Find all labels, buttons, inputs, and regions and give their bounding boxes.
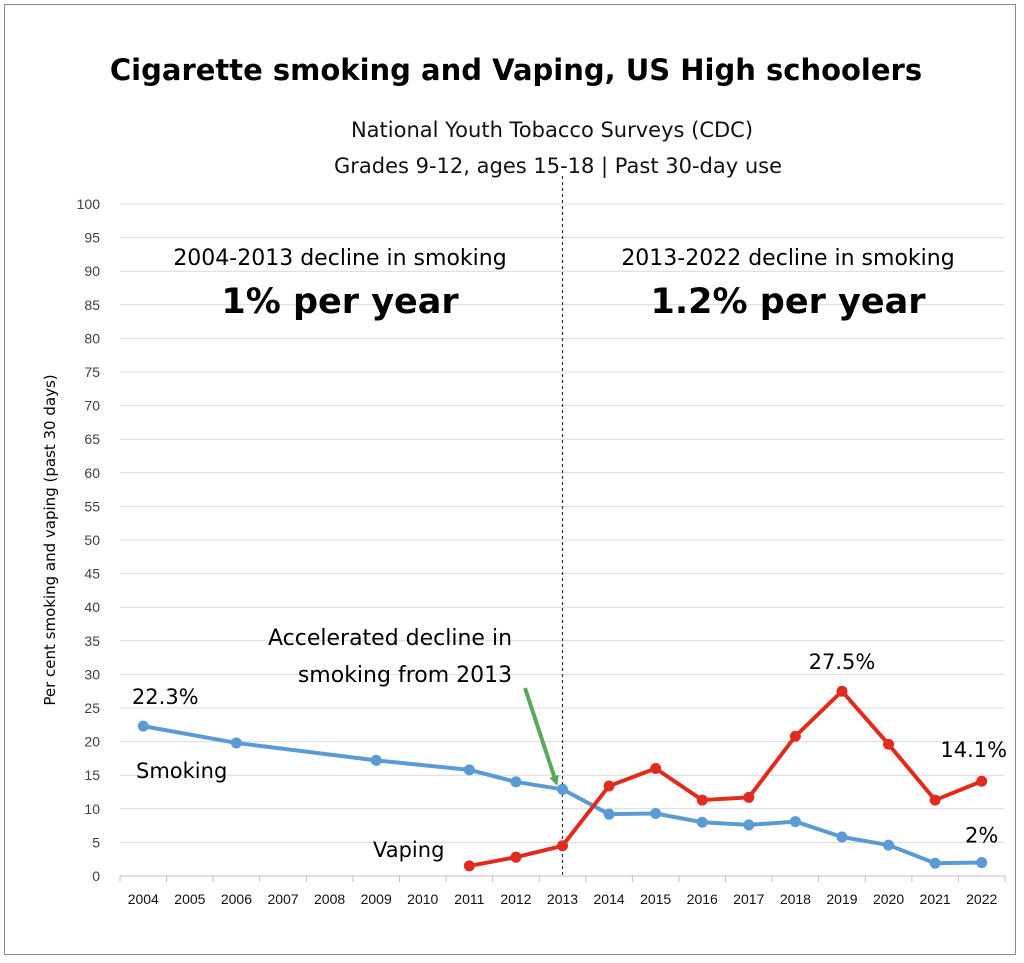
x-tick-label: 2022 xyxy=(966,891,997,907)
data-point-smoking xyxy=(743,819,755,831)
x-tick-label: 2011 xyxy=(454,891,484,907)
data-point-vaping xyxy=(650,762,662,774)
data-point-vaping xyxy=(976,775,988,787)
data-label: 27.5% xyxy=(809,650,876,674)
y-tick-label: 75 xyxy=(84,364,100,380)
data-point-vaping xyxy=(463,860,475,872)
data-label: 2% xyxy=(965,824,998,848)
x-tick-label: 2004 xyxy=(128,891,159,907)
x-tick-label: 2006 xyxy=(221,891,252,907)
data-point-vaping xyxy=(557,840,568,852)
chart-subtitle-line-1: National Youth Tobacco Surveys (CDC) xyxy=(351,118,753,142)
data-point-smoking xyxy=(230,737,242,749)
y-tick-label: 60 xyxy=(84,465,100,481)
series-layer xyxy=(137,685,988,872)
chart-frame xyxy=(4,4,1016,955)
data-point-smoking xyxy=(510,776,522,788)
data-point-vaping xyxy=(510,851,522,863)
series-line-vaping xyxy=(468,689,983,868)
x-tick-label: 2012 xyxy=(500,891,531,907)
data-point-smoking xyxy=(137,720,149,732)
data-point-smoking xyxy=(696,816,708,828)
x-tick-label: 2021 xyxy=(920,891,951,907)
y-tick-label: 70 xyxy=(84,398,100,414)
data-point-smoking xyxy=(836,831,848,843)
y-tick-label: 50 xyxy=(84,532,100,548)
x-tick-label: 2007 xyxy=(267,891,298,907)
y-tick-label: 45 xyxy=(84,566,100,582)
data-point-smoking xyxy=(789,816,801,828)
data-labels-layer: Smoking Vaping 22.3% 27.5% 14.1% 2% xyxy=(132,650,1007,862)
data-point-smoking xyxy=(557,783,568,795)
data-point-smoking xyxy=(883,839,895,851)
y-tick-label: 55 xyxy=(84,498,100,514)
x-tick-label: 2008 xyxy=(314,891,345,907)
data-point-vaping xyxy=(603,780,615,792)
left-period-rate: 1% per year xyxy=(221,282,459,322)
y-tick-label: 90 xyxy=(84,263,100,279)
data-point-smoking xyxy=(603,808,615,820)
x-axis-ticks: 2004 2005 2006 2007 2008 2009 2010 2011 2012 2013… xyxy=(119,876,1006,907)
y-tick-label: 30 xyxy=(84,666,100,682)
y-tick-label: 95 xyxy=(84,230,100,246)
x-tick-label: 2013 xyxy=(547,891,578,907)
y-tick-label: 20 xyxy=(84,734,100,750)
y-axis-label: Per cent smoking and vaping (past 30 day… xyxy=(41,374,59,705)
y-tick-label: 25 xyxy=(84,700,100,716)
data-point-vaping xyxy=(929,794,941,806)
data-point-vaping xyxy=(789,730,801,742)
data-point-smoking xyxy=(463,764,475,776)
x-tick-label: 2005 xyxy=(174,891,205,907)
arrow-note-line-2: smoking from 2013 xyxy=(298,663,512,688)
x-tick-label: 2020 xyxy=(873,891,904,907)
data-label: 14.1% xyxy=(940,738,1007,762)
y-tick-label: 35 xyxy=(84,633,100,649)
arrow-note-pointer xyxy=(523,687,559,786)
x-tick-label: 2015 xyxy=(640,891,671,907)
right-period-rate: 1.2% per year xyxy=(651,282,927,322)
data-point-vaping xyxy=(883,738,895,750)
y-tick-label: 5 xyxy=(92,834,100,850)
chart-title: Cigarette smoking and Vaping, US High sc… xyxy=(110,53,922,87)
y-tick-label: 80 xyxy=(84,330,100,346)
y-tick-label: 65 xyxy=(84,431,100,447)
data-point-smoking xyxy=(929,857,941,869)
y-tick-label: 10 xyxy=(84,801,100,817)
y-axis-ticks: 0 5 10 15 20 25 30 35 40 45 50 55 60 65 70 75 80 85 90 95 10… xyxy=(77,196,101,884)
series-label-smoking: Smoking xyxy=(136,759,227,783)
y-tick-label: 40 xyxy=(84,599,100,615)
data-point-smoking xyxy=(370,754,382,766)
y-tick-label: 0 xyxy=(92,868,100,884)
x-tick-label: 2019 xyxy=(826,891,857,907)
data-point-smoking xyxy=(650,808,662,820)
arrow-note-line-1: Accelerated decline in xyxy=(268,626,512,651)
left-period-heading: 2004-2013 decline in smoking xyxy=(173,246,506,271)
right-period-heading: 2013-2022 decline in smoking xyxy=(621,246,954,271)
y-tick-label: 100 xyxy=(77,196,101,212)
x-tick-label: 2010 xyxy=(407,891,438,907)
data-point-vaping xyxy=(836,685,848,697)
data-point-smoking xyxy=(976,857,988,869)
data-point-vaping xyxy=(696,794,708,806)
data-point-vaping xyxy=(743,791,755,803)
x-tick-label: 2014 xyxy=(594,891,625,907)
x-tick-label: 2009 xyxy=(361,891,392,907)
y-tick-label: 15 xyxy=(84,767,100,783)
chart-subtitle-line-2: Grades 9-12, ages 15-18 | Past 30-day us… xyxy=(334,154,782,179)
x-tick-label: 2017 xyxy=(733,891,764,907)
data-label: 22.3% xyxy=(132,685,199,709)
x-tick-label: 2018 xyxy=(780,891,811,907)
x-tick-label: 2016 xyxy=(687,891,718,907)
y-tick-label: 85 xyxy=(84,297,100,313)
series-label-vaping: Vaping xyxy=(373,838,444,862)
